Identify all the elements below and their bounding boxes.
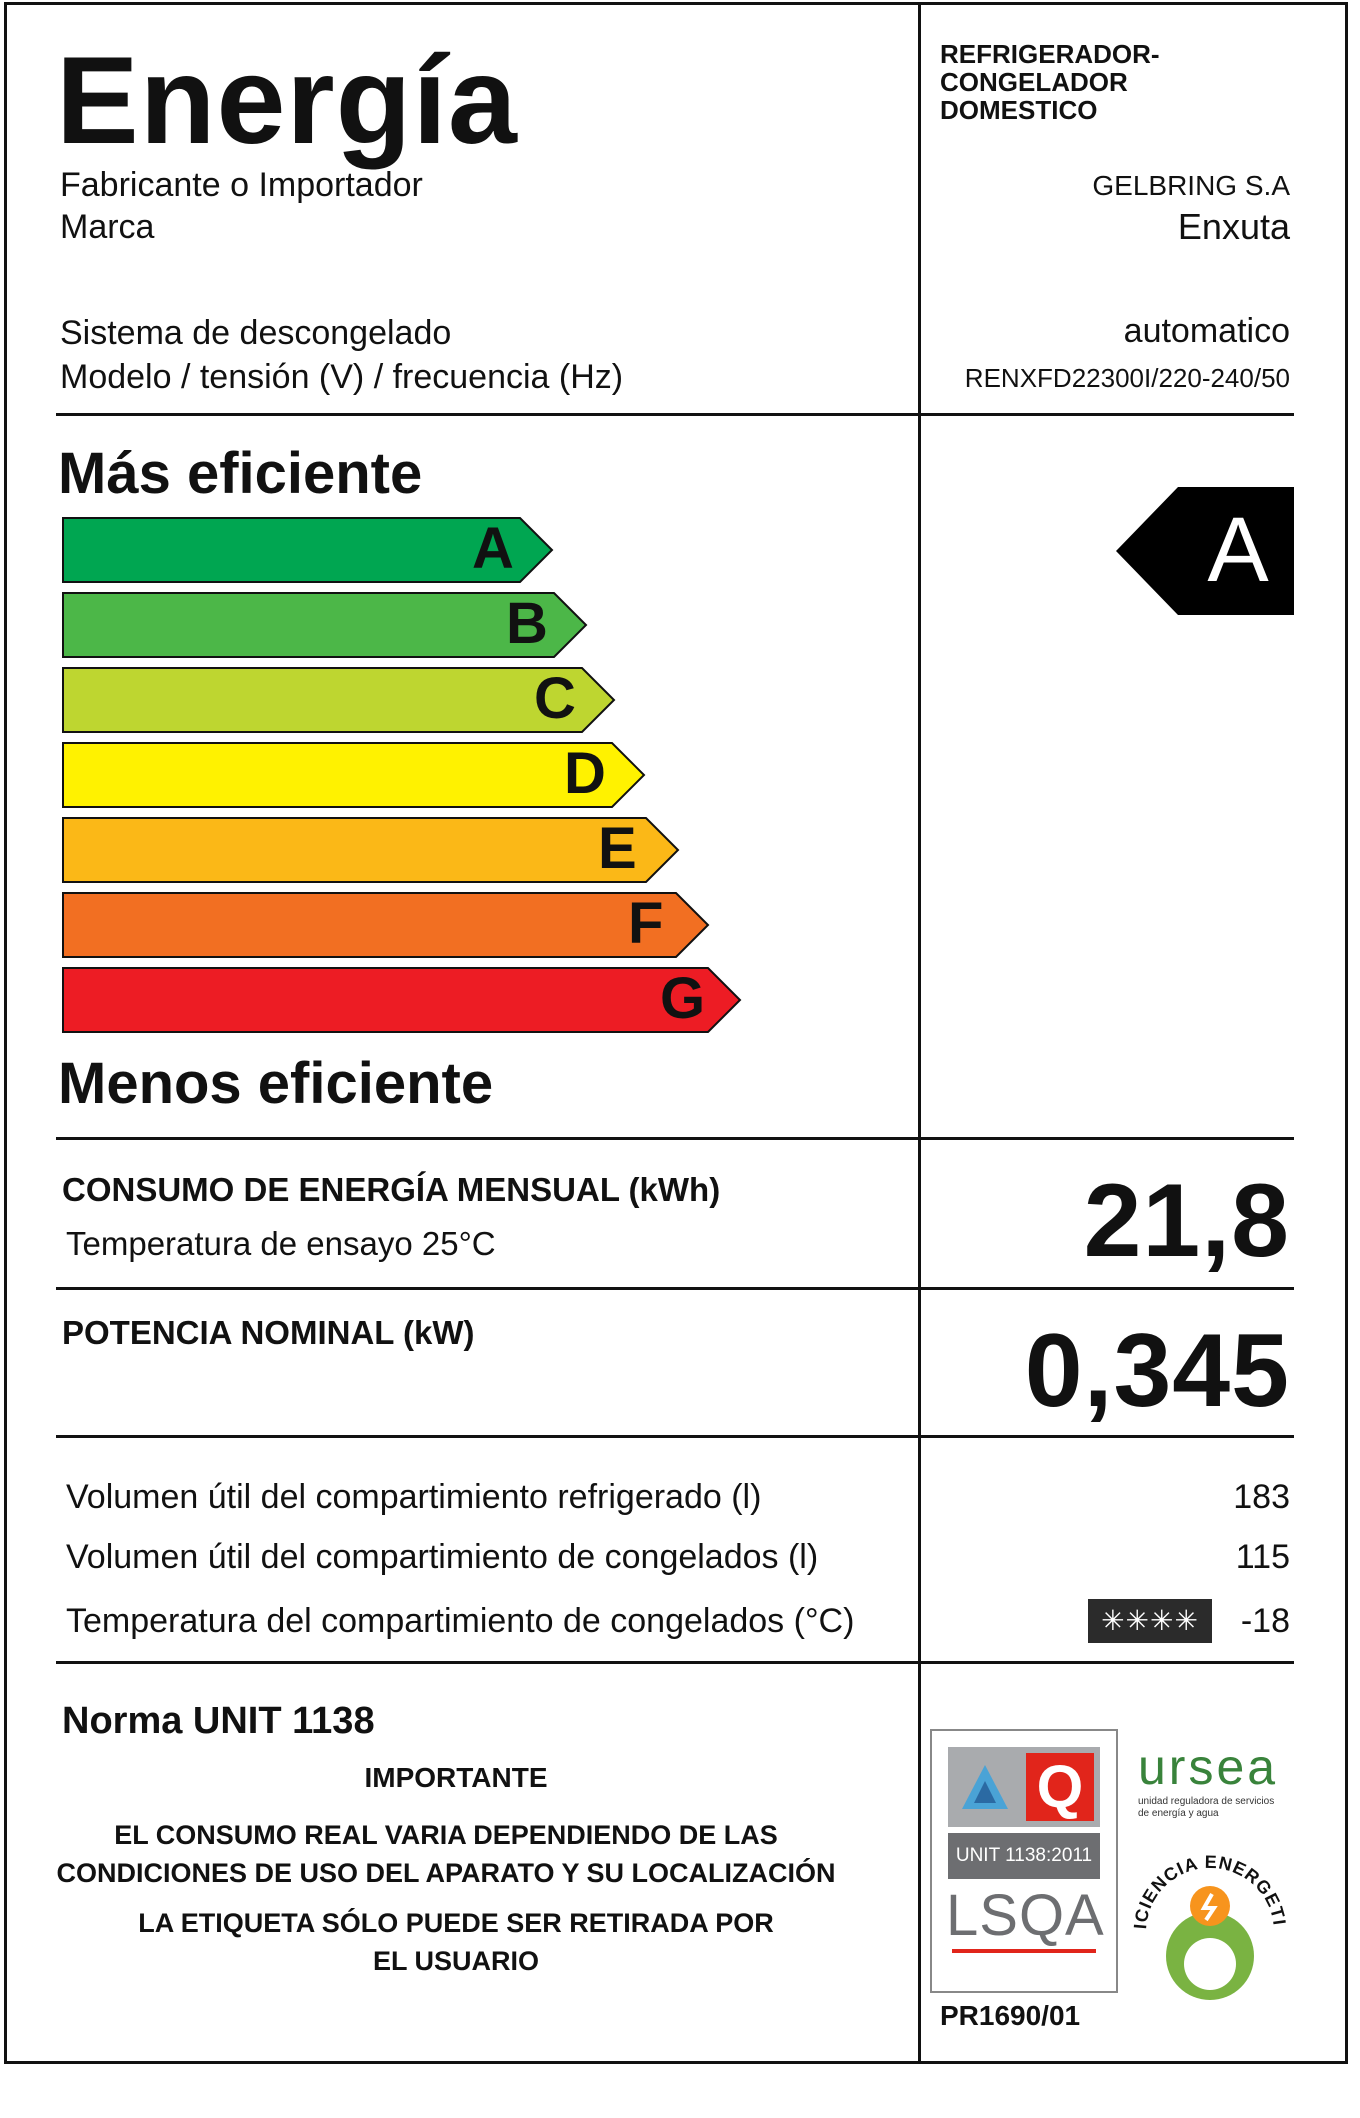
defrost-value: automatico (1123, 312, 1290, 350)
freezer-stars-icon: ✳✳✳✳ (1088, 1599, 1212, 1643)
fridge-volume-value: 183 (1233, 1478, 1290, 1516)
divider-header (56, 413, 1294, 416)
certificate-code: PR1690/01 (940, 2000, 1081, 2031)
freezer-volume-value: 115 (1235, 1538, 1290, 1576)
rating-arrow-icon (1116, 487, 1294, 615)
efficiency-seal-icon: EFICIENCIA ENERGETICA (1115, 1820, 1289, 2000)
label-title: Energía (56, 32, 518, 170)
model-value: RENXFD22300I/220-240/50 (964, 363, 1290, 393)
efficiency-letter-c: C (534, 666, 576, 731)
fridge-volume-label: Volumen útil del compartimiento refriger… (66, 1478, 762, 1516)
efficiency-bar-c: C (62, 666, 616, 733)
efficiency-bar-d: D (62, 741, 646, 808)
divider-scale (56, 1137, 1294, 1140)
rating-indicator: A (1116, 487, 1294, 615)
divider-power (56, 1435, 1294, 1438)
q-mark: Q (1026, 1753, 1094, 1821)
brand-value: Enxuta (1177, 206, 1290, 247)
freezer-temp-value: -18 (1240, 1602, 1290, 1640)
power-label: POTENCIA NOMINAL (kW) (62, 1314, 475, 1351)
lsqa-wordmark: LSQA (946, 1883, 1105, 1948)
scale-top-label: Más eficiente (58, 441, 423, 506)
label-frame (4, 2, 1348, 2064)
brand-label: Marca (60, 208, 155, 246)
triangle-mark-icon (962, 1765, 1008, 1809)
efficiency-letter-a: A (472, 516, 514, 581)
freezer-volume-label: Volumen útil del compartimiento de conge… (66, 1538, 819, 1576)
lsqa-underline (952, 1949, 1096, 1953)
vertical-divider (918, 2, 921, 2064)
efficiency-bar-e: E (62, 816, 680, 883)
scale-bottom-label: Menos eficiente (58, 1051, 494, 1116)
efficiency-letter-d: D (564, 741, 606, 806)
divider-volumes (56, 1661, 1294, 1664)
consumption-value: 21,8 (1083, 1163, 1290, 1279)
efficiency-letter-b: B (506, 591, 548, 656)
freezer-temp-label: Temperatura del compartimiento de congel… (66, 1602, 855, 1640)
efficiency-letter-e: E (598, 816, 637, 881)
defrost-label: Sistema de descongelado (60, 314, 452, 352)
power-value: 0,345 (1024, 1313, 1290, 1429)
efficiency-bar-b: B (62, 591, 588, 658)
efficiency-bar-g: G (62, 966, 742, 1033)
efficiency-letter-f: F (628, 891, 664, 956)
rating-letter: A (1207, 499, 1269, 601)
norm-label: Norma UNIT 1138 (62, 1700, 375, 1742)
ursea-subtitle: unidad reguladora de servicios de energí… (1138, 1796, 1275, 1819)
energy-efficiency-seal: EFICIENCIA ENERGETICA (1115, 1820, 1298, 2012)
appliance-type: REFRIGERADOR- CONGELADOR DOMESTICO (940, 39, 1160, 125)
divider-consumption (56, 1287, 1294, 1290)
ursea-logo: ursea (1138, 1739, 1279, 1795)
efficiency-bar-a: A (62, 516, 554, 583)
efficiency-letter-g: G (660, 966, 706, 1031)
lsqa-certification-logo: Q UNIT 1138:2011 LSQA (930, 1729, 1118, 1993)
efficiency-bar-f: F (62, 891, 710, 958)
important-heading: IMPORTANTE (364, 1762, 548, 1793)
manufacturer-label: Fabricante o Importador (60, 166, 423, 204)
model-label: Modelo / tensión (V) / frecuencia (Hz) (60, 358, 624, 396)
manufacturer-value: GELBRING S.A (1092, 170, 1290, 201)
notice-removal: LA ETIQUETA SÓLO PUEDE SER RETIRADA POR … (138, 1908, 774, 1976)
notice-consumption: EL CONSUMO REAL VARIA DEPENDIENDO DE LAS… (56, 1820, 836, 1888)
consumption-label: CONSUMO DE ENERGÍA MENSUAL (kWh) (62, 1171, 721, 1208)
certification-top-band: Q (948, 1747, 1100, 1827)
consumption-sublabel: Temperatura de ensayo 25°C (66, 1225, 496, 1262)
unit-norm-band: UNIT 1138:2011 (948, 1833, 1100, 1879)
